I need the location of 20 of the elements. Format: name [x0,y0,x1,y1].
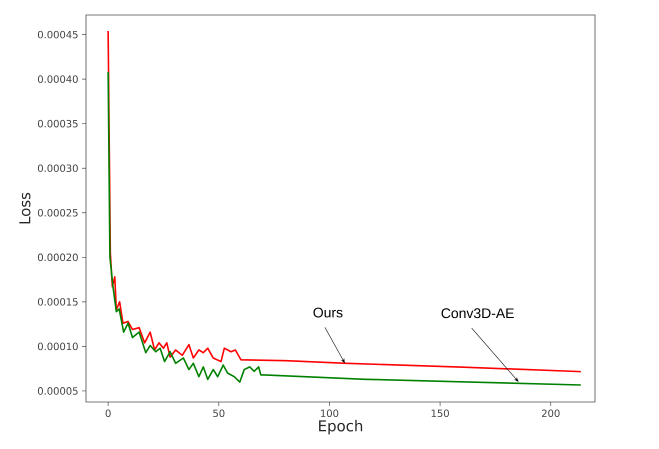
y-tick-label: 0.00040 [38,75,78,83]
x-tick-label: 50 [213,410,224,418]
x-tick-label: 100 [321,410,338,418]
x-tick-label: 200 [542,410,560,418]
line-series [107,71,582,386]
annotation: Conv3D-AE [442,308,514,318]
y-tick-label: 0.00035 [38,120,78,128]
y-tick-label: 0.00015 [38,298,78,306]
y-tick-label: 0.00005 [38,387,78,395]
y-tick-label: 0.00010 [38,342,78,350]
x-axis-title: Epoch [319,420,362,434]
y-tick-label: 0.00020 [38,254,78,262]
x-tick-label: 0 [106,410,111,418]
y-tick-label: 0.00045 [38,30,78,38]
y-tick-label: 0.00030 [38,164,78,172]
line-series [107,30,582,372]
y-tick-label: 0.00025 [38,208,78,217]
y-axis-title: Loss [19,192,30,224]
x-tick-label: 150 [432,410,449,418]
annotation: Ours [313,308,343,318]
